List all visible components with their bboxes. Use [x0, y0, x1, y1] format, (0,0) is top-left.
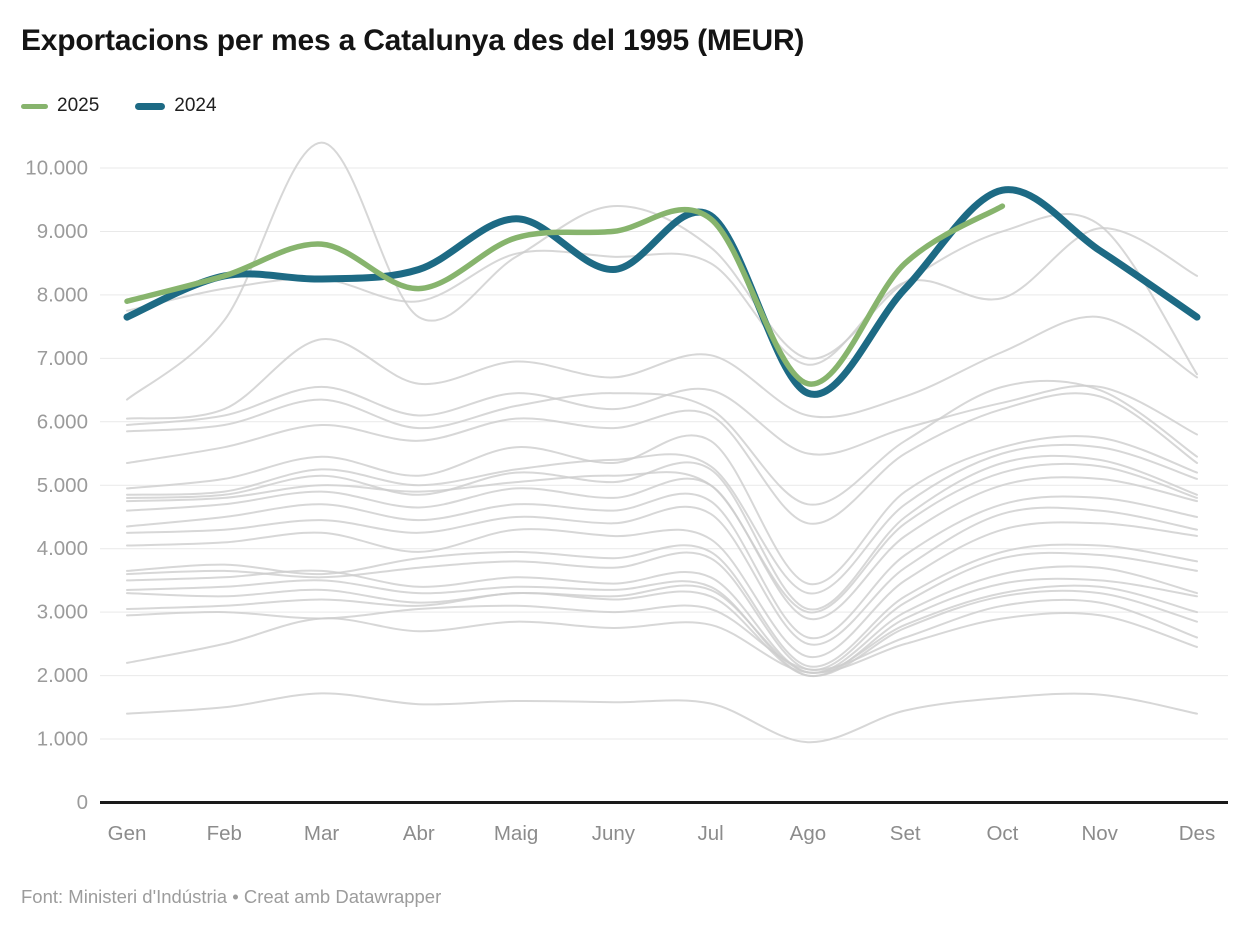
legend: 2025 2024 [21, 95, 217, 117]
legend-label-2024: 2024 [174, 95, 217, 116]
background-series-line [126, 577, 1198, 677]
background-series-line [126, 454, 1198, 611]
x-axis-tick-label: Juny [592, 822, 636, 845]
x-axis-tick-label: Maig [494, 822, 538, 845]
x-axis-tick-label: Des [1179, 822, 1215, 845]
background-series-line [126, 141, 1198, 401]
y-axis-tick-label: 10.000 [25, 157, 88, 180]
background-series-line [126, 565, 1198, 674]
background-series-line [126, 492, 1198, 640]
x-axis-tick-label: Abr [403, 822, 435, 845]
background-series-line [126, 589, 1198, 677]
legend-label-2025: 2025 [57, 95, 100, 116]
background-series-line [126, 392, 1198, 525]
background-series-line [126, 551, 1198, 671]
background-series-line [126, 584, 1198, 674]
x-axis-tick-label: Nov [1081, 822, 1118, 845]
chart-title: Exportacions per mes a Catalunya des del… [21, 24, 805, 57]
background-series-line [126, 462, 1198, 614]
y-axis-tick-label: 2.000 [37, 664, 88, 687]
legend-swatch-2024-icon [135, 102, 166, 110]
background-series-line [126, 315, 1198, 420]
y-axis-tick-label: 1.000 [37, 728, 88, 751]
background-series-line [126, 379, 1198, 506]
y-axis-tick-label: 9.000 [37, 220, 88, 243]
background-series-line [126, 692, 1198, 744]
background-series-line [126, 521, 1198, 658]
y-axis-tick-label: 3.000 [37, 601, 88, 624]
x-axis-tick-label: Gen [108, 822, 147, 845]
background-series-line [126, 476, 1198, 621]
chart-footer: Font: Ministeri d'Indústria • Creat amb … [21, 886, 442, 907]
background-series-line [126, 598, 1198, 671]
y-axis-tick-label: 0 [77, 791, 88, 814]
legend-swatch-2025-icon [21, 103, 48, 109]
x-axis-tick-label: Jul [698, 822, 724, 845]
background-series-line [126, 612, 1198, 674]
y-axis-tick-label: 5.000 [37, 474, 88, 497]
x-axis-tick-label: Oct [986, 822, 1018, 845]
background-series-line [126, 384, 1198, 456]
y-axis-tick-label: 7.000 [37, 347, 88, 370]
background-series-line [126, 543, 1198, 668]
y-axis-tick-label: 4.000 [37, 537, 88, 560]
x-axis-tick-label: Set [890, 822, 921, 845]
series-line-2025[interactable] [124, 203, 1006, 387]
legend-item-2025: 2025 [21, 95, 99, 117]
background-series-line [126, 443, 1198, 595]
y-axis-tick-label: 8.000 [37, 283, 88, 306]
background-series-line [126, 505, 1198, 646]
x-axis-tick-label: Mar [304, 822, 339, 845]
y-axis-tick-label: 6.000 [37, 410, 88, 433]
legend-item-2024: 2024 [135, 95, 217, 117]
x-axis-tick-label: Feb [207, 822, 242, 845]
background-series-line [126, 434, 1198, 586]
x-axis-tick-label: Ago [790, 822, 826, 845]
